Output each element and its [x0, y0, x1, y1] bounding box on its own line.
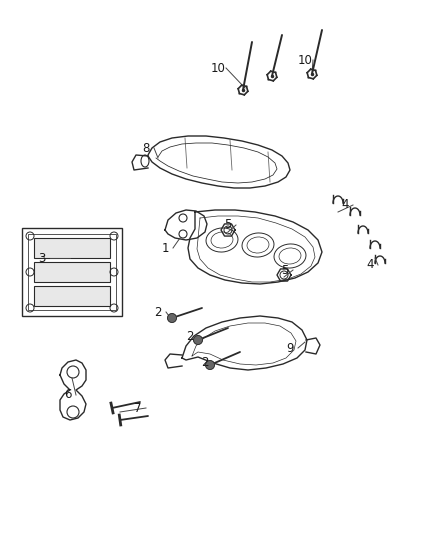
Text: 10: 10 [211, 61, 226, 75]
Circle shape [205, 360, 215, 369]
Text: 9: 9 [286, 342, 294, 354]
Text: 6: 6 [64, 389, 72, 401]
Text: 4: 4 [366, 259, 374, 271]
Text: 10: 10 [297, 53, 312, 67]
Circle shape [167, 313, 177, 322]
Polygon shape [34, 238, 110, 258]
Polygon shape [34, 262, 110, 282]
Text: 5: 5 [281, 263, 289, 277]
Circle shape [194, 335, 202, 344]
Text: 2: 2 [186, 329, 194, 343]
Text: 2: 2 [154, 305, 162, 319]
Text: 8: 8 [142, 141, 150, 155]
Text: 2: 2 [201, 356, 209, 368]
Polygon shape [34, 286, 110, 306]
Text: 4: 4 [341, 198, 349, 212]
Text: 7: 7 [134, 401, 142, 415]
Text: 1: 1 [161, 241, 169, 254]
Text: 3: 3 [38, 252, 46, 264]
Text: 5: 5 [224, 219, 232, 231]
